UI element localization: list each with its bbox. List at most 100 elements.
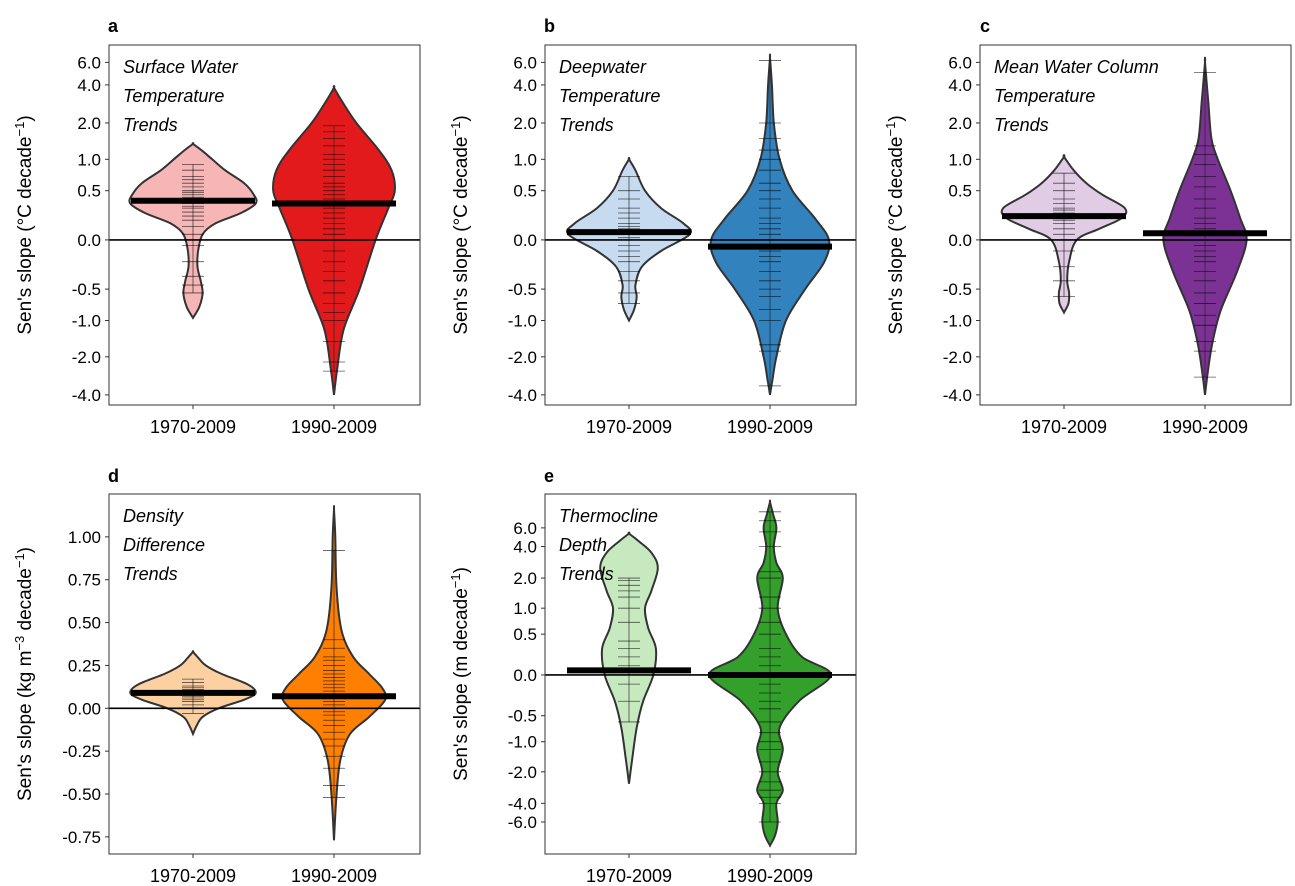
y-tick-label-d-6: -0.50	[62, 785, 101, 804]
panel-c: c 6.0 4.0 2.0 1.0 0.5 0.0 -0.5 -1.0 -2.0 -4.0 1970-…	[883, 16, 1292, 437]
y-tick-label-c-2: 2.0	[948, 114, 972, 133]
y-tick-label-a-5: 0.0	[77, 231, 101, 250]
plot-area-e	[545, 499, 856, 848]
y-tick-label-e-3: 1.0	[513, 599, 537, 618]
category-label-a-1: 1990-2009	[291, 417, 377, 437]
panel-title-e-line-1: Depth	[559, 535, 607, 555]
y-tick-label-d-5: -0.25	[62, 742, 101, 761]
panel-letter-e: e	[544, 466, 554, 486]
category-label-c-1: 1990-2009	[1162, 417, 1248, 437]
category-label-b-1: 1990-2009	[727, 417, 813, 437]
panel-title-e-line-2: Trends	[559, 564, 614, 584]
y-tick-label-b-3: 1.0	[513, 150, 537, 169]
y-tick-label-a-8: -2.0	[72, 348, 101, 367]
y-tick-label-d-2: 0.50	[68, 614, 101, 633]
y-tick-label-b-5: 0.0	[513, 231, 537, 250]
panel-title-b-line-2: Trends	[559, 115, 614, 135]
panel-title-d-line-1: Difference	[123, 535, 205, 555]
category-label-b-0: 1970-2009	[586, 417, 672, 437]
y-tick-label-a-7: -1.0	[72, 311, 101, 330]
y-tick-label-b-9: -4.0	[508, 386, 537, 405]
panel-b: b 6.0 4.0 2.0 1.0 0.5 0.0 -0.5 -1.0 -2.0 -4.0 1970-…	[448, 16, 857, 437]
y-tick-label-d-7: -0.75	[62, 828, 101, 847]
panel-title-b-line-0: Deepwater	[559, 57, 647, 77]
y-tick-label-c-6: -0.5	[943, 280, 972, 299]
category-label-c-0: 1970-2009	[1021, 417, 1107, 437]
y-tick-label-d-4: 0.00	[68, 699, 101, 718]
y-tick-label-e-7: -1.0	[508, 733, 537, 752]
y-tick-label-d-3: 0.25	[68, 656, 101, 675]
panel-title-e-line-0: Thermocline	[559, 506, 658, 526]
y-tick-label-b-1: 4.0	[513, 76, 537, 95]
y-tick-label-e-10: -6.0	[508, 813, 537, 832]
y-tick-label-c-4: 0.5	[948, 182, 972, 201]
y-axis-label-c: Sen's slope (°C decade−1)	[883, 115, 908, 334]
y-tick-label-d-0: 1.00	[68, 528, 101, 547]
y-tick-label-e-0: 6.0	[513, 519, 537, 538]
category-label-a-0: 1970-2009	[150, 417, 236, 437]
y-tick-label-c-0: 6.0	[948, 53, 972, 72]
y-tick-label-b-2: 2.0	[513, 114, 537, 133]
panel-title-c-line-2: Trends	[994, 115, 1049, 135]
panel-a: a 6.0 4.0 2.0 1.0 0.5 0.0 -0.5 -1.0 -2.0 -4.0 1970-…	[12, 16, 421, 437]
panel-title-c-line-0: Mean Water Column	[994, 57, 1159, 77]
y-tick-label-a-3: 1.0	[77, 150, 101, 169]
y-tick-label-b-8: -2.0	[508, 348, 537, 367]
panel-frame-a	[108, 44, 421, 406]
panel-title-a-line-0: Surface Water	[123, 57, 239, 77]
y-tick-label-c-3: 1.0	[948, 150, 972, 169]
panel-letter-b: b	[544, 16, 555, 36]
y-tick-label-a-1: 4.0	[77, 76, 101, 95]
y-axis-label-d: Sen's slope (kg m−3 decade−1)	[12, 547, 37, 801]
y-tick-label-a-6: -0.5	[72, 280, 101, 299]
panel-title-a-line-1: Temperature	[123, 86, 224, 106]
panel-frame-c	[979, 44, 1292, 406]
category-label-d-0: 1970-2009	[150, 866, 236, 886]
y-tick-label-a-4: 0.5	[77, 182, 101, 201]
category-label-e-0: 1970-2009	[586, 866, 672, 886]
y-axis-label-b: Sen's slope (°C decade−1)	[448, 115, 473, 334]
y-tick-label-e-8: -2.0	[508, 763, 537, 782]
panel-d: d 1.00 0.75 0.50 0.25 0.00 -0.25 -0.50 -0.75 1970…	[12, 466, 421, 886]
panel-title-d-line-0: Density	[123, 506, 184, 526]
y-tick-label-e-2: 2.0	[513, 569, 537, 588]
category-label-d-1: 1990-2009	[291, 866, 377, 886]
y-tick-label-b-4: 0.5	[513, 182, 537, 201]
y-tick-label-a-9: -4.0	[72, 386, 101, 405]
panel-frame-b	[544, 44, 857, 406]
y-tick-label-e-6: -0.5	[508, 707, 537, 726]
panel-e: e 6.04.0 2.0 1.0 0.5 0.0 -0.5 -1.0 -2.0 -4.0-6.0 1…	[448, 466, 857, 886]
y-tick-label-c-7: -1.0	[943, 311, 972, 330]
plot-area-b	[545, 53, 856, 396]
plot-area-c	[980, 56, 1291, 396]
y-tick-label-e-9: -4.0	[508, 794, 537, 813]
panel-title-d-line-2: Trends	[123, 564, 178, 584]
panel-letter-a: a	[108, 16, 119, 36]
panel-frame-e	[544, 493, 857, 855]
y-tick-label-c-5: 0.0	[948, 231, 972, 250]
panel-title-c-line-1: Temperature	[994, 86, 1095, 106]
panel-frame-d	[108, 493, 421, 855]
y-tick-label-e-1: 4.0	[513, 538, 537, 557]
y-axis-label-a: Sen's slope (°C decade−1)	[12, 115, 37, 334]
plot-area-d	[109, 505, 420, 841]
y-tick-label-e-4: 0.5	[513, 625, 537, 644]
y-tick-label-c-8: -2.0	[943, 348, 972, 367]
y-tick-label-d-1: 0.75	[68, 571, 101, 590]
y-tick-label-a-0: 6.0	[77, 53, 101, 72]
y-tick-label-a-2: 2.0	[77, 114, 101, 133]
plot-area-a	[109, 85, 420, 396]
panel-title-a-line-2: Trends	[123, 115, 178, 135]
y-tick-label-c-1: 4.0	[948, 76, 972, 95]
y-tick-label-e-5: 0.0	[513, 666, 537, 685]
panel-letter-c: c	[980, 16, 990, 36]
y-tick-label-b-6: -0.5	[508, 280, 537, 299]
panel-title-b-line-1: Temperature	[559, 86, 660, 106]
category-label-e-1: 1990-2009	[727, 866, 813, 886]
panel-letter-d: d	[108, 466, 119, 486]
y-tick-label-c-9: -4.0	[943, 386, 972, 405]
y-tick-label-b-0: 6.0	[513, 53, 537, 72]
y-axis-label-e: Sen's slope (m decade−1)	[448, 567, 473, 781]
y-tick-label-b-7: -1.0	[508, 311, 537, 330]
